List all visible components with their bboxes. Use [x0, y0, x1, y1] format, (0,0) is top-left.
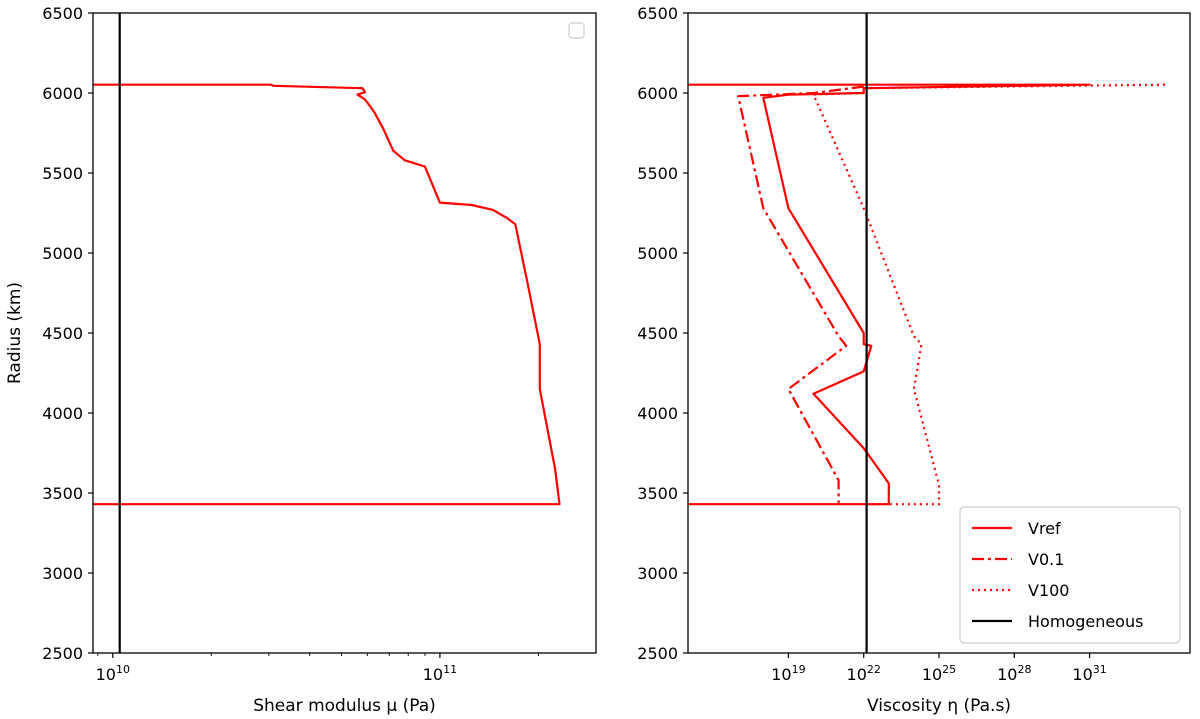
series-group	[688, 13, 1165, 653]
y-axis-label: Radius (km)	[5, 282, 25, 384]
y-tick-label: 5000	[42, 244, 83, 263]
x-tick-exponent: 31	[1093, 663, 1107, 676]
y-tick-label: 4500	[42, 324, 83, 343]
y-tick-label: 5500	[42, 164, 83, 183]
x-tick-exponent: 28	[1017, 663, 1031, 676]
y-tick-label: 2500	[637, 644, 678, 663]
series-line-v0-1	[737, 85, 864, 505]
x-tick-label: 1019	[771, 663, 805, 684]
y-tick-label: 6500	[42, 4, 83, 23]
x-tick-label: 1010	[96, 663, 130, 684]
legend: Vref V0.1 V100 Homogeneous	[959, 506, 1181, 644]
y-tick-label: 3000	[637, 564, 678, 583]
x-tick-exponent: 19	[792, 663, 806, 676]
x-tick-exponent: 22	[867, 663, 881, 676]
legend-label: Vref	[1028, 519, 1061, 538]
chart-2: 2500 3000 3500 4000 4500 5000 5500 6000 6500 1019…	[637, 4, 1191, 716]
y-tick-label: 4000	[637, 404, 678, 423]
y-tick-label: 2500	[42, 644, 83, 663]
y-tick-label: 6500	[637, 4, 678, 23]
x-tick-exponent: 10	[116, 663, 130, 676]
x-axis-label: Viscosity η (Pa.s)	[867, 696, 1011, 716]
chart-1: 2500300035004000450050005500600065001010…	[5, 4, 597, 716]
axes-frame	[92, 12, 597, 654]
y-tick-label: 3500	[42, 484, 83, 503]
x-tick-exponent: 25	[942, 663, 956, 676]
y-tick-label: 6000	[42, 84, 83, 103]
legend-label: Homogeneous	[1028, 612, 1143, 631]
x-axis-label: Shear modulus μ (Pa)	[253, 696, 436, 716]
legend-box-empty	[568, 22, 585, 39]
x-tick-label: 1011	[423, 663, 457, 684]
y-tick-label: 4000	[42, 404, 83, 423]
legend-label: V0.1	[1028, 550, 1064, 569]
x-tick-label: 1031	[1072, 663, 1106, 684]
legend-label: V100	[1028, 581, 1069, 600]
x-tick-label: 1022	[847, 663, 881, 684]
x-tick-label: 1028	[997, 663, 1031, 684]
y-tick-label: 3500	[637, 484, 678, 503]
y-tick-label: 5000	[637, 244, 678, 263]
series-group	[93, 13, 561, 653]
y-tick-label: 5500	[637, 164, 678, 183]
y-tick-label: 4500	[637, 324, 678, 343]
x-tick-label: 1025	[922, 663, 956, 684]
y-tick-label: 6000	[637, 84, 678, 103]
series-line-vref	[688, 83, 1091, 506]
y-tick-label: 3000	[42, 564, 83, 583]
series-line-v100	[812, 83, 1165, 506]
x-tick-exponent: 11	[443, 663, 457, 676]
legend-box	[959, 506, 1181, 644]
series-line-1	[93, 83, 561, 506]
